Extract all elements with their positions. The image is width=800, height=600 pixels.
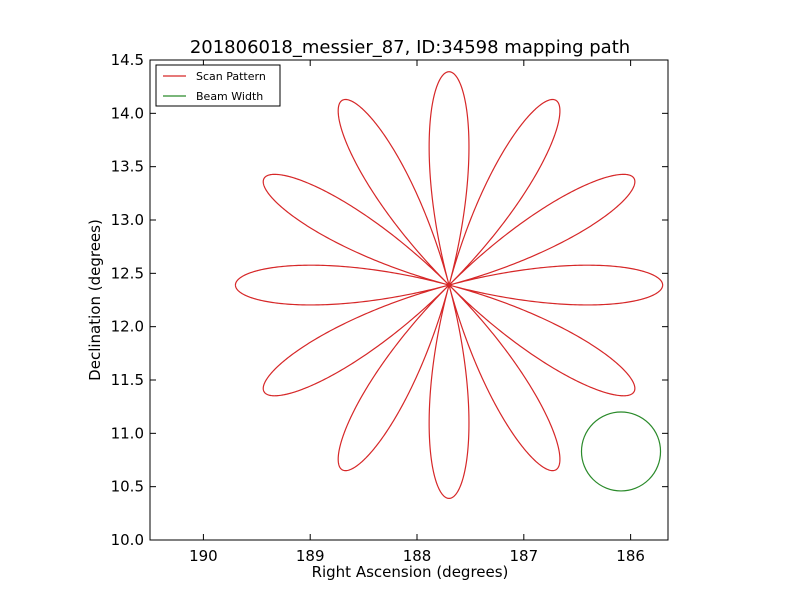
- y-tick-label: 13.5: [111, 158, 144, 176]
- y-tick-label: 14.0: [111, 104, 144, 122]
- y-axis-label: Declination (degrees): [86, 219, 104, 381]
- x-axis-label: Right Ascension (degrees): [312, 563, 509, 581]
- beam-width-circle: [580, 411, 662, 492]
- y-tick-label: 10.5: [111, 478, 144, 496]
- y-tick-label: 10.0: [111, 531, 144, 549]
- legend-box: [155, 64, 281, 107]
- series-layer: [234, 71, 664, 499]
- x-tick-label: 189: [296, 547, 325, 565]
- x-tick-label: 190: [189, 547, 218, 565]
- x-axis-ticks: 190 189 188 187 186: [189, 60, 645, 565]
- legend: Scan Pattern Beam Width: [155, 64, 281, 107]
- y-tick-label: 12.5: [111, 264, 144, 282]
- y-tick-label: 13.0: [111, 211, 144, 229]
- x-tick-label: 188: [403, 547, 432, 565]
- plot-area: [234, 71, 664, 499]
- chart-title: 201806018_messier_87, ID:34598 mapping p…: [190, 37, 630, 58]
- legend-label-scan-pattern: Scan Pattern: [196, 70, 266, 83]
- x-tick-label: 186: [616, 547, 645, 565]
- y-tick-label: 11.0: [111, 424, 144, 442]
- y-axis-ticks: 10.0 10.5 11.0 11.5 12.0 12.5 13.0 13.5 14.0 14.5: [111, 51, 668, 549]
- y-tick-label: 11.5: [111, 371, 144, 389]
- y-tick-label: 12.0: [111, 318, 144, 336]
- y-tick-label: 14.5: [111, 51, 144, 69]
- plot-frame: [149, 59, 669, 541]
- legend-label-beam-width: Beam Width: [196, 90, 263, 103]
- scan-pattern-line: [234, 71, 664, 499]
- x-tick-label: 187: [509, 547, 538, 565]
